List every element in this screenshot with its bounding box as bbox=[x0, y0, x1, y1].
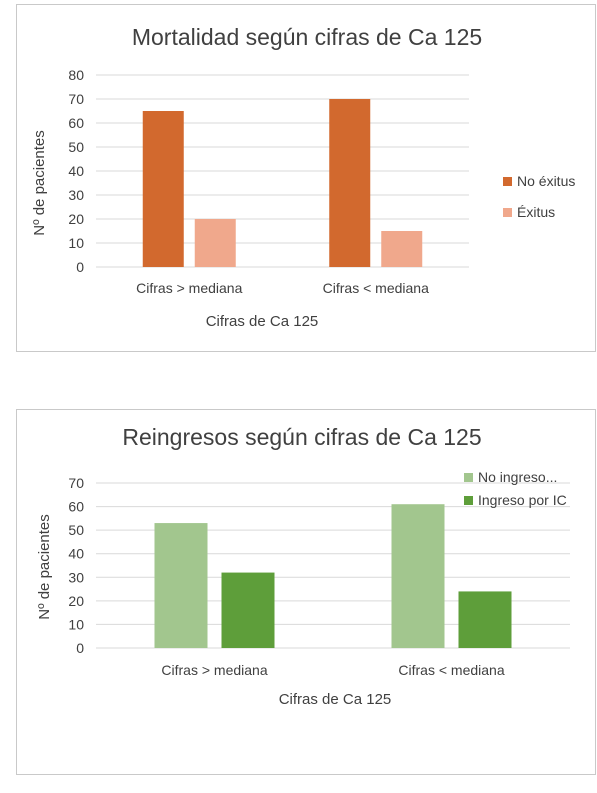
legend-swatch bbox=[503, 208, 512, 217]
y-tick-label: 80 bbox=[68, 67, 84, 83]
y-tick-label: 70 bbox=[68, 475, 84, 491]
readmission-chart-panel: Reingresos según cifras de Ca 125 0 10 20 3… bbox=[16, 409, 596, 775]
legend-swatch bbox=[464, 496, 473, 505]
y-tick-label: 0 bbox=[76, 640, 84, 656]
legend-label: No éxitus bbox=[517, 173, 575, 189]
legend-swatch bbox=[464, 473, 473, 482]
bar-2-1 bbox=[221, 572, 275, 648]
y-tick-label: 0 bbox=[76, 259, 84, 275]
bar-1-2 bbox=[391, 504, 445, 648]
y-axis-label: Nº de pacientes bbox=[31, 130, 48, 236]
bar-2-2 bbox=[381, 231, 423, 267]
bar-1-1 bbox=[154, 523, 208, 648]
y-tick-label: 60 bbox=[68, 115, 84, 131]
y-tick-label: 10 bbox=[68, 616, 84, 632]
y-tick-label: 70 bbox=[68, 91, 84, 107]
legend-label: Éxitus bbox=[517, 204, 555, 220]
y-tick-label: 20 bbox=[68, 593, 84, 609]
bar-2-1 bbox=[194, 219, 236, 267]
mortality-chart: Mortalidad según cifras de Ca 125 0 10 20 3… bbox=[31, 24, 575, 330]
chart-title: Reingresos según cifras de Ca 125 bbox=[122, 424, 481, 450]
y-tick-label: 60 bbox=[68, 499, 84, 515]
y-tick-label: 30 bbox=[68, 187, 84, 203]
y-tick-label: 20 bbox=[68, 211, 84, 227]
x-tick-label: Cifras > mediana bbox=[161, 662, 267, 678]
y-tick-label: 10 bbox=[68, 235, 84, 251]
x-axis-label: Cifras de Ca 125 bbox=[279, 691, 392, 708]
y-tick-label: 50 bbox=[68, 139, 84, 155]
y-tick-label: 50 bbox=[68, 522, 84, 538]
bar-1-2 bbox=[329, 99, 371, 267]
x-tick-label: Cifras < mediana bbox=[323, 280, 429, 296]
x-tick-label: Cifras > mediana bbox=[136, 280, 242, 296]
x-tick-label: Cifras < mediana bbox=[398, 662, 504, 678]
legend-label: No ingreso... bbox=[478, 469, 557, 485]
legend-label: Ingreso por IC bbox=[478, 492, 567, 508]
y-axis-label: Nº de pacientes bbox=[36, 514, 53, 620]
y-tick-label: 40 bbox=[68, 546, 84, 562]
bar-2-2 bbox=[458, 591, 512, 648]
legend-swatch bbox=[503, 177, 512, 186]
mortality-chart-panel: Mortalidad según cifras de Ca 125 0 10 20 3… bbox=[16, 4, 596, 352]
readmission-chart: Reingresos según cifras de Ca 125 0 10 20 3… bbox=[36, 424, 570, 708]
chart-title: Mortalidad según cifras de Ca 125 bbox=[132, 24, 482, 50]
y-tick-label: 40 bbox=[68, 163, 84, 179]
y-tick-label: 30 bbox=[68, 569, 84, 585]
bar-1-1 bbox=[142, 111, 184, 267]
x-axis-label: Cifras de Ca 125 bbox=[206, 313, 319, 330]
